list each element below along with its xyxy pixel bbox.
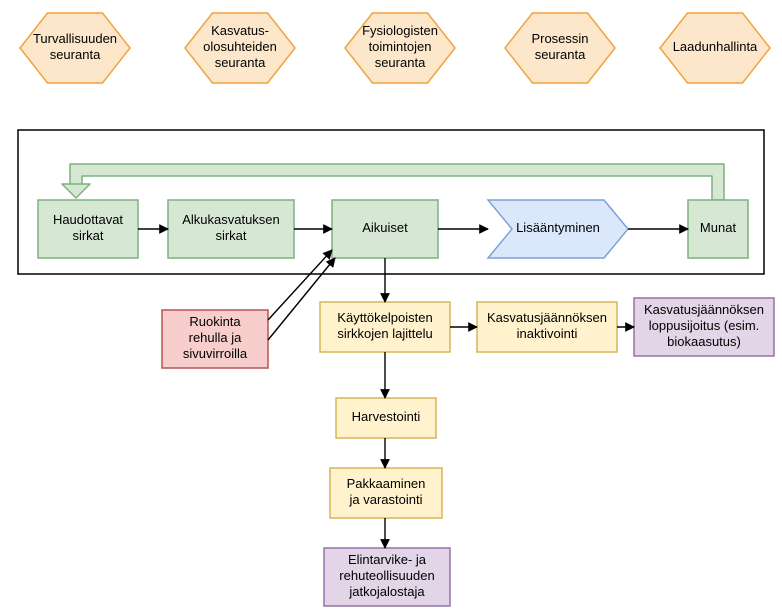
svg-text:Harvestointi: Harvestointi [352,409,421,424]
svg-text:Kasvatusjäännöksen: Kasvatusjäännöksen [487,310,607,325]
svg-text:Haudottavat: Haudottavat [53,212,123,227]
svg-text:inaktivointi: inaktivointi [517,326,578,341]
svg-text:Käyttökelpoisten: Käyttökelpoisten [337,310,432,325]
svg-text:Turvallisuuden: Turvallisuuden [33,31,117,46]
svg-text:Ruokinta: Ruokinta [189,314,241,329]
svg-text:seuranta: seuranta [535,47,586,62]
svg-text:Aikuiset: Aikuiset [362,220,408,235]
svg-text:Alkukasvatuksen: Alkukasvatuksen [182,212,280,227]
svg-text:sirkat: sirkat [72,228,103,243]
svg-text:seuranta: seuranta [215,55,266,70]
svg-text:seuranta: seuranta [375,55,426,70]
svg-text:Fysiologisten: Fysiologisten [362,23,438,38]
svg-text:rehuteollisuuden: rehuteollisuuden [339,568,434,583]
svg-text:Laadunhallinta: Laadunhallinta [673,39,758,54]
svg-text:Lisääntyminen: Lisääntyminen [516,220,600,235]
svg-text:sirkkojen lajittelu: sirkkojen lajittelu [337,326,432,341]
svg-text:toimintojen: toimintojen [369,39,432,54]
svg-text:Kasvatusjäännöksen: Kasvatusjäännöksen [644,302,764,317]
svg-text:rehulla ja: rehulla ja [189,330,243,345]
feedback-arrow [62,164,724,200]
svg-text:Munat: Munat [700,220,737,235]
svg-text:sivuvirroilla: sivuvirroilla [183,346,248,361]
svg-text:Kasvatus-: Kasvatus- [211,23,269,38]
svg-text:jatkojalostaja: jatkojalostaja [348,584,425,599]
svg-text:loppusijoitus (esim.: loppusijoitus (esim. [649,318,760,333]
svg-text:olosuhteiden: olosuhteiden [203,39,277,54]
svg-text:Elintarvike- ja: Elintarvike- ja [348,552,427,567]
svg-text:biokaasutus): biokaasutus) [667,334,741,349]
svg-text:ja varastointi: ja varastointi [349,492,423,507]
svg-text:Pakkaaminen: Pakkaaminen [347,476,426,491]
svg-text:Prosessin: Prosessin [531,31,588,46]
svg-text:seuranta: seuranta [50,47,101,62]
svg-text:sirkat: sirkat [215,228,246,243]
